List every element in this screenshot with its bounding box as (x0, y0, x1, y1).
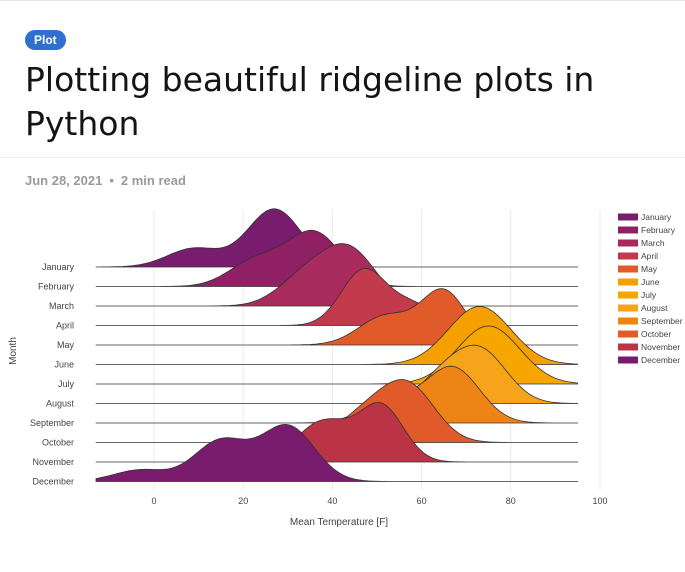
ridge-november[interactable] (95, 402, 579, 463)
y-tick-labels: January February March April May June July Augu… (30, 262, 75, 487)
legend-label[interactable]: November (641, 342, 680, 352)
legend-label[interactable]: December (641, 355, 680, 365)
legend-label[interactable]: February (641, 225, 676, 235)
legend-swatch[interactable] (618, 317, 638, 325)
y-tick-label: September (30, 418, 74, 428)
x-tick-labels: 0 20 40 60 80 100 (151, 496, 607, 506)
legend-swatch[interactable] (618, 356, 638, 364)
y-tick-label: July (58, 379, 75, 389)
ridgeline-chart: January February March April May June July Augu… (8, 208, 683, 528)
legend-swatch[interactable] (618, 343, 638, 351)
ridge-december[interactable] (95, 424, 579, 482)
legend-swatch[interactable] (618, 278, 638, 286)
legend-swatch[interactable] (618, 239, 638, 247)
legend-label[interactable]: May (641, 264, 658, 274)
x-tick-label: 100 (592, 496, 607, 506)
y-tick-label: June (54, 360, 74, 370)
read-time: 2 min read (120, 173, 186, 188)
legend-label[interactable]: March (641, 238, 665, 248)
y-tick-label: February (38, 282, 75, 292)
legend-label[interactable]: January (641, 212, 672, 222)
meta-separator: • (109, 173, 114, 188)
legend-swatch[interactable] (618, 330, 638, 338)
legend-swatch[interactable] (618, 304, 638, 312)
x-tick-label: 20 (238, 496, 248, 506)
publish-date: Jun 28, 2021 (25, 173, 103, 188)
legend-swatch[interactable] (618, 252, 638, 260)
article-meta: Jun 28, 2021 • 2 min read (25, 173, 186, 188)
y-tick-label: April (56, 321, 74, 331)
legend-swatch[interactable] (618, 265, 638, 273)
legend-swatch[interactable] (618, 291, 638, 299)
legend-label[interactable]: April (641, 251, 658, 261)
ridge-march[interactable] (95, 243, 579, 307)
x-tick-label: 0 (151, 496, 156, 506)
x-axis-title: Mean Temperature [F] (290, 517, 388, 528)
y-tick-label: December (32, 477, 74, 487)
y-tick-label: March (49, 301, 74, 311)
category-badge[interactable]: Plot (25, 30, 66, 50)
legend-label[interactable]: June (641, 277, 660, 287)
x-tick-label: 60 (417, 496, 427, 506)
header-divider (0, 157, 685, 158)
y-tick-label: October (42, 438, 74, 448)
ridges (95, 208, 579, 482)
legend-label[interactable]: September (641, 316, 683, 326)
legend-label[interactable]: October (641, 329, 671, 339)
y-axis-title: Month (8, 337, 19, 365)
y-tick-label: August (46, 399, 75, 409)
legend-label[interactable]: August (641, 303, 668, 313)
y-tick-label: January (42, 262, 75, 272)
y-tick-label: November (32, 457, 74, 467)
top-border (0, 0, 685, 1)
article-title: Plotting beautiful ridgeline plots in Py… (25, 60, 595, 143)
y-tick-label: May (57, 340, 75, 350)
legend-label[interactable]: July (641, 290, 657, 300)
legend-swatch[interactable] (618, 213, 638, 221)
x-tick-label: 40 (327, 496, 337, 506)
legend-swatch[interactable] (618, 226, 638, 234)
x-tick-label: 80 (506, 496, 516, 506)
legend: January February March April May June July Augu… (618, 212, 683, 365)
